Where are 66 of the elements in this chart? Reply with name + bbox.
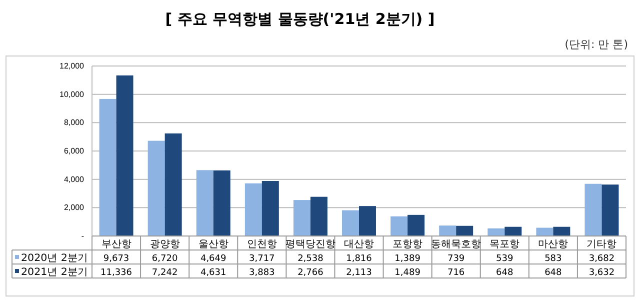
data-label: 3,717: [249, 254, 275, 264]
data-label: 716: [447, 268, 465, 278]
bar: [293, 200, 310, 236]
data-label: 539: [496, 254, 514, 264]
data-label: 7,242: [152, 268, 178, 278]
legend-label: 2021년 2분기: [21, 267, 88, 278]
bar: [213, 170, 230, 236]
bar: [439, 226, 456, 236]
x-tick-label: 평택당진항: [285, 239, 336, 250]
bar: [262, 180, 279, 236]
data-label: 648: [544, 268, 562, 278]
data-label: 2,538: [298, 254, 324, 264]
data-label: 3,883: [249, 268, 275, 278]
data-label: 3,682: [588, 254, 615, 264]
x-tick-label: 광양항: [150, 239, 180, 250]
bar: [536, 228, 554, 236]
data-label: 1,489: [394, 268, 421, 278]
bar: [390, 216, 408, 236]
bar: [504, 226, 522, 236]
y-tick-label: 8,000: [64, 118, 85, 128]
data-label: 739: [447, 254, 465, 264]
x-tick-label: 울산항: [198, 239, 228, 250]
y-tick-label: 12,000: [60, 62, 85, 71]
x-tick-label: 기타항: [586, 239, 617, 250]
data-label: 2,766: [298, 268, 324, 278]
bar: [602, 184, 619, 236]
bar: [196, 170, 214, 236]
bar: [99, 98, 116, 236]
bar: [584, 184, 602, 236]
bar: [244, 183, 262, 236]
x-tick-label: 대산항: [344, 239, 374, 250]
data-label: 6,720: [152, 254, 178, 264]
x-tick-label: 부산항: [101, 239, 132, 250]
y-tick-label: 2,000: [64, 203, 85, 212]
data-label: 1,389: [394, 254, 421, 264]
bar: [342, 210, 359, 236]
data-label: 4,649: [200, 254, 227, 264]
y-tick-label: 10,000: [60, 90, 85, 99]
data-label: 9,673: [103, 254, 130, 264]
x-tick-label: 포항항: [392, 239, 423, 250]
bar: [310, 196, 328, 236]
data-label: 1,816: [346, 254, 372, 264]
y-tick-label: 6,000: [64, 146, 85, 156]
x-tick-label: 동해묵호항: [431, 239, 482, 250]
chart-title: [ 주요 무역항별 물동량('21년 2분기) ]: [165, 10, 435, 28]
x-tick-label: 마산항: [538, 239, 568, 250]
data-label: 648: [496, 268, 514, 278]
legend-label: 2020년 2분기: [21, 253, 88, 264]
bar: [148, 140, 165, 236]
y-tick-label: -: [81, 232, 84, 241]
data-label: 2,113: [346, 268, 372, 278]
bar: [553, 226, 570, 236]
data-label: 583: [544, 254, 562, 264]
bar: [456, 226, 474, 236]
bar: [116, 75, 134, 236]
chart-subtitle: (단위: 만 톤): [564, 38, 628, 51]
data-label: 3,632: [588, 268, 615, 278]
bar: [488, 228, 505, 236]
x-tick-label: 인천항: [246, 239, 277, 250]
data-label: 4,631: [200, 268, 226, 278]
bar: [408, 214, 425, 236]
x-tick-label: 목포항: [490, 239, 520, 250]
bar: [359, 206, 376, 236]
data-label: 11,336: [100, 268, 132, 278]
y-tick-label: 4,000: [64, 174, 85, 184]
bar: [164, 133, 182, 236]
